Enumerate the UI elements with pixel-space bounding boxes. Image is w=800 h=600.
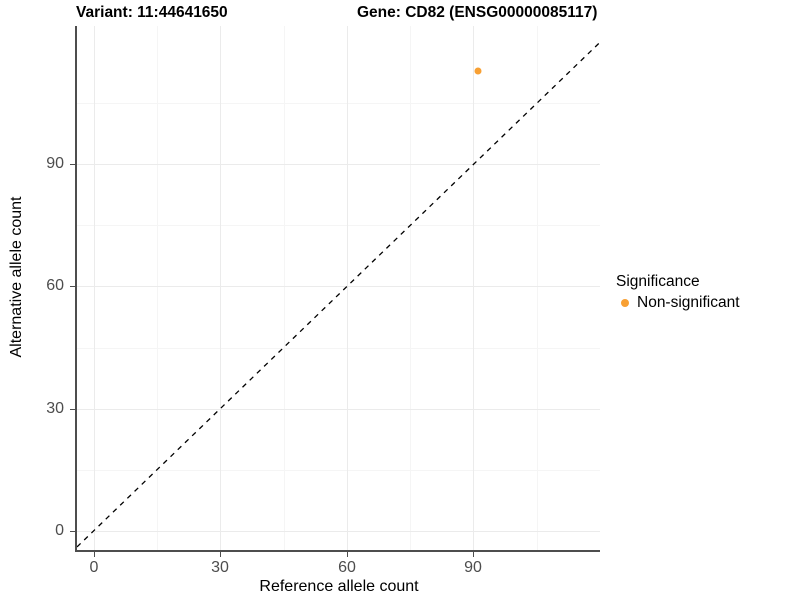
legend-item-label: Non-significant: [637, 294, 740, 311]
identity-line-segment: [77, 41, 600, 548]
y-axis-title: Alternative allele count: [8, 196, 25, 358]
gridline-major-horizontal: [77, 531, 600, 532]
x-axis-title: Reference allele count: [259, 578, 419, 595]
legend-item[interactable]: Non-significant: [616, 292, 740, 314]
gene-title: Gene: CD82 (ENSG00000085117): [357, 4, 598, 21]
scatter-point[interactable]: [474, 67, 482, 75]
gridline-minor-horizontal: [77, 470, 600, 471]
x-axis-ticklabel: 0: [89, 559, 99, 576]
y-axis-tick: [70, 531, 75, 532]
gridline-minor-horizontal: [77, 348, 600, 349]
gridline-major-horizontal: [77, 164, 600, 165]
variant-title: Variant: 11:44641650: [76, 4, 228, 21]
gridline-minor-vertical: [410, 26, 411, 551]
gridline-major-vertical: [94, 26, 95, 551]
x-axis-ticklabel: 30: [211, 559, 229, 576]
plot-panel: [77, 26, 600, 551]
legend: Significance Non-significant: [616, 272, 740, 314]
gridline-minor-vertical: [537, 26, 538, 551]
x-axis-tick: [347, 552, 348, 557]
gridline-minor-vertical: [157, 26, 158, 551]
y-axis-line: [75, 26, 77, 551]
legend-entries: Non-significant: [616, 292, 740, 314]
x-axis-tick: [220, 552, 221, 557]
x-axis-tick: [94, 552, 95, 557]
identity-reference-line: [77, 41, 600, 548]
y-axis-tick: [70, 409, 75, 410]
gridline-major-vertical: [473, 26, 474, 551]
gridline-major-vertical: [220, 26, 221, 551]
gridline-minor-vertical: [284, 26, 285, 551]
gridline-minor-horizontal: [77, 225, 600, 226]
x-axis-ticklabel: 90: [464, 559, 482, 576]
gridline-minor-horizontal: [77, 103, 600, 104]
legend-dot: [621, 299, 629, 307]
legend-title: Significance: [616, 273, 700, 290]
y-axis-ticklabel: 90: [46, 155, 64, 172]
y-axis-tick: [70, 164, 75, 165]
y-axis-ticklabel: 0: [55, 522, 64, 539]
gridline-major-horizontal: [77, 409, 600, 410]
x-axis-ticklabel: 60: [338, 559, 356, 576]
gridline-major-vertical: [347, 26, 348, 551]
x-axis-line: [75, 550, 600, 552]
y-axis-ticklabel: 60: [46, 277, 64, 294]
legend-marker-circle-icon: [616, 294, 634, 312]
y-axis-tick: [70, 286, 75, 287]
x-axis-tick: [473, 552, 474, 557]
y-axis-ticklabel: 30: [46, 400, 64, 417]
gridline-major-horizontal: [77, 286, 600, 287]
